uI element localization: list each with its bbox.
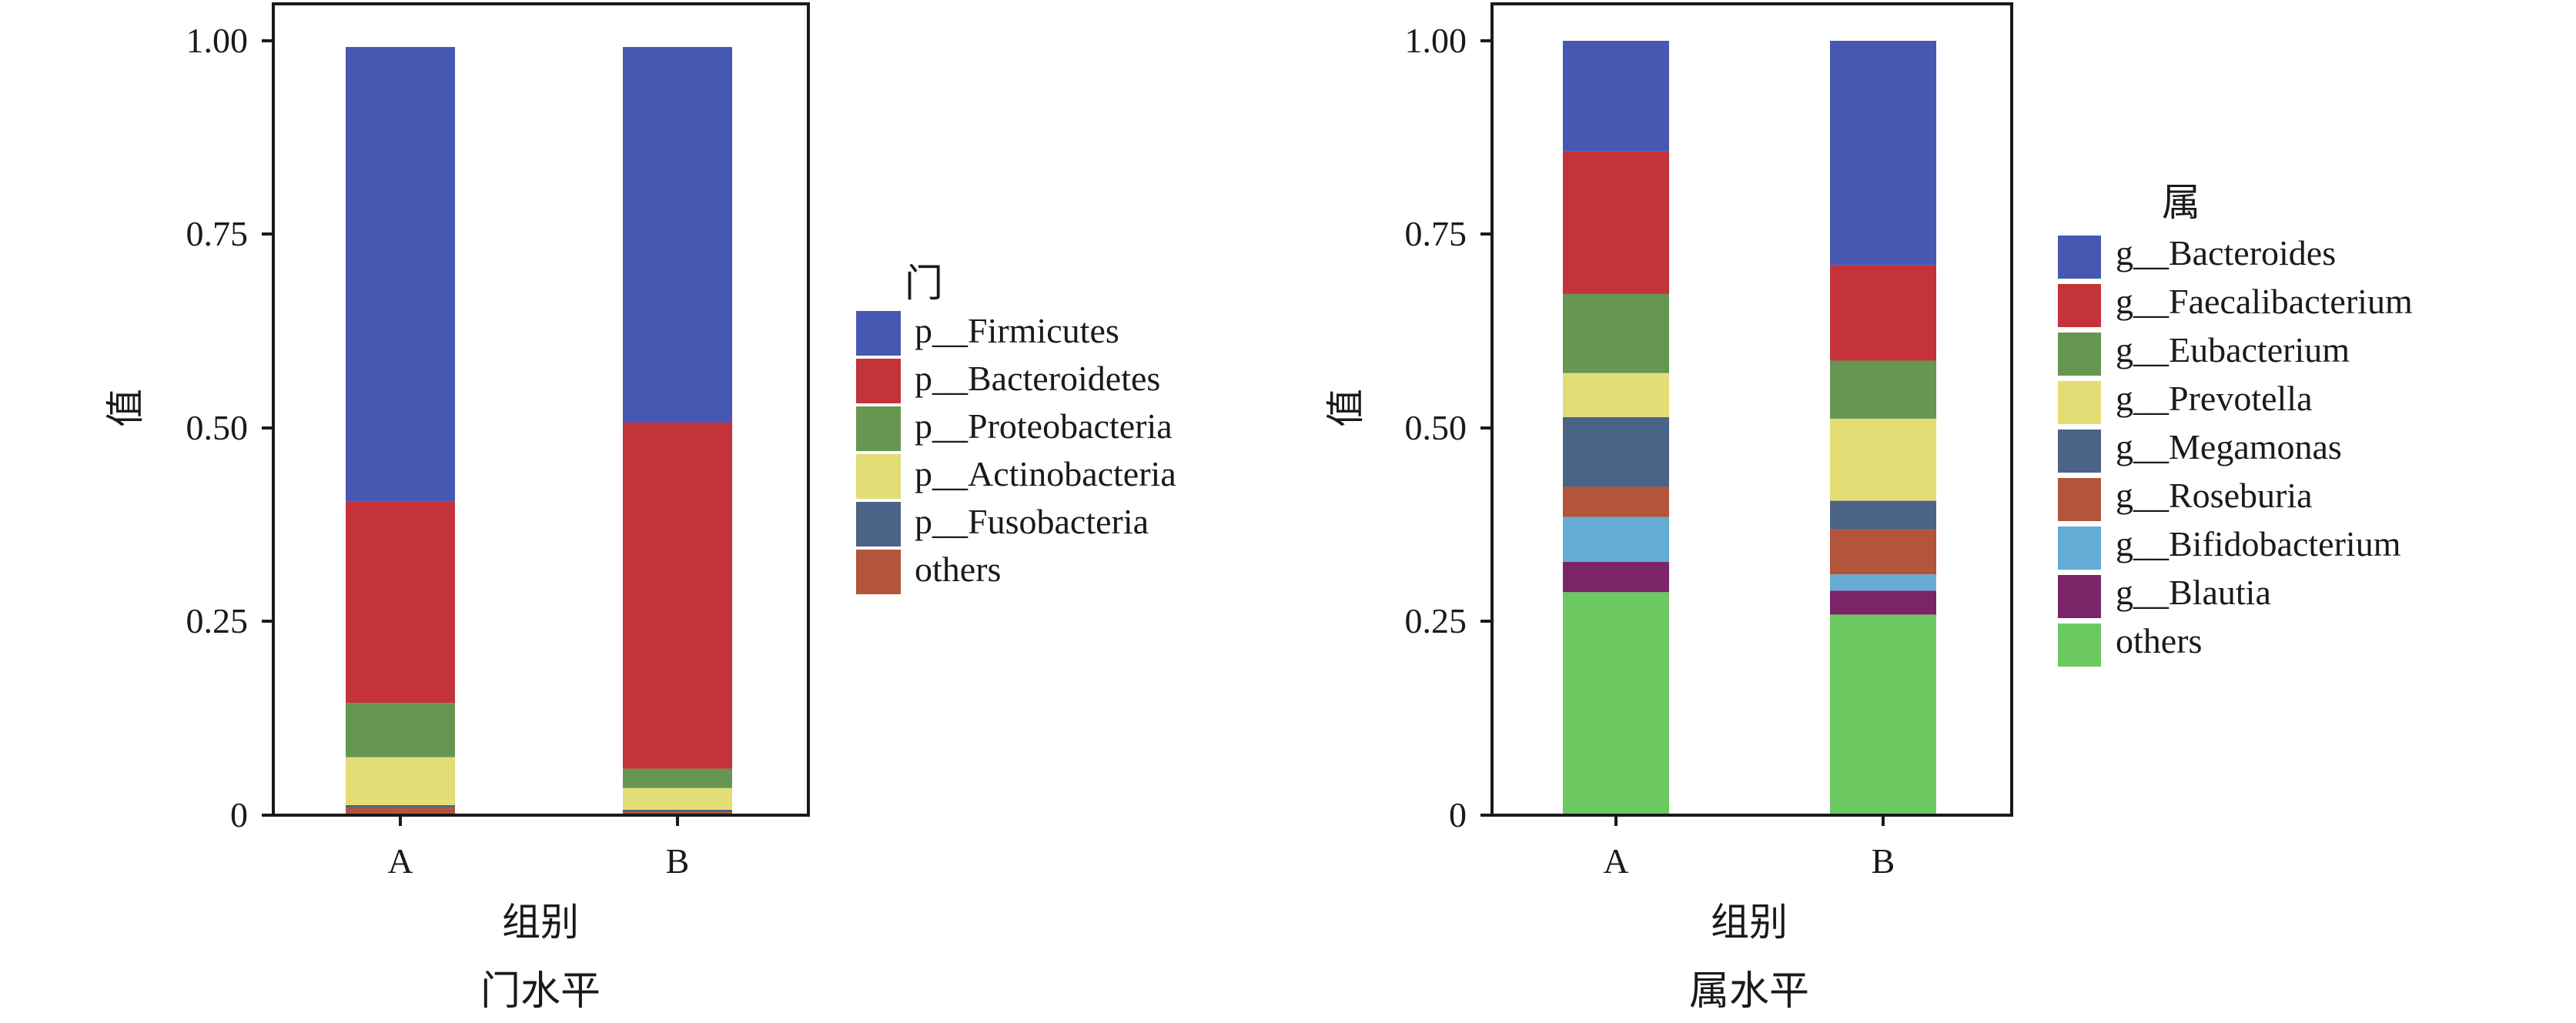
phylum-bar-b-p-actinobacteria — [623, 787, 732, 810]
phylum-bar-a-others — [346, 807, 455, 815]
phylum-y-tick-label-0: 0 — [230, 795, 248, 834]
phylum-legend-label-2: p__Proteobacteria — [915, 406, 1173, 446]
genus-legend-label-7: g__Blautia — [2116, 573, 2271, 612]
phylum-bar-b-p-firmicutes — [623, 47, 732, 423]
genus-bar-b-g-megamonas — [1830, 500, 1936, 530]
genus-legend: 属 g__Bacteroides g__Faecalibacterium g__… — [2058, 180, 2413, 667]
phylum-legend-swatch-2 — [856, 406, 901, 451]
phylum-legend-title: 门 — [905, 261, 943, 306]
genus-bar-a-g-prevotella — [1563, 373, 1669, 417]
phylum-y-tick-label-1: 0.25 — [186, 601, 249, 640]
phylum-y-tick-label-3: 0.75 — [186, 214, 249, 253]
phylum-bar-a-p-proteobacteria — [346, 703, 455, 757]
phylum-legend-swatch-5 — [856, 550, 901, 594]
genus-bar-b-g-roseburia — [1830, 529, 1936, 575]
phylum-bar-b-p-bacteroidetes — [623, 422, 732, 769]
genus-legend-swatch-3 — [2058, 381, 2101, 424]
phylum-legend-label-0: p__Firmicutes — [915, 311, 1119, 350]
phylum-y-ticks — [262, 39, 273, 817]
genus-legend-label-6: g__Bifidobacterium — [2116, 524, 2401, 563]
genus-y-tick-label-2: 0.50 — [1405, 408, 1467, 447]
genus-bar-a-g-faecalibacterium — [1563, 151, 1669, 294]
genus-bar-b-g-bifidobacterium — [1830, 574, 1936, 591]
phylum-bar-a-p-bacteroidetes — [346, 501, 455, 704]
phylum-panel: 0 0.25 0.50 0.75 1.00 A B 组别 值 门水平 门 p__… — [103, 2, 1176, 1015]
phylum-legend-label-5: others — [915, 550, 1001, 589]
phylum-legend-swatch-3 — [856, 454, 901, 499]
genus-legend-swatch-8 — [2058, 623, 2101, 667]
genus-panel: 0 0.25 0.50 0.75 1.00 A B 组别 值 属水平 属 g__… — [1323, 2, 2413, 1015]
genus-bar-b-others — [1830, 614, 1936, 815]
phylum-x-tick-label-b: B — [666, 841, 690, 881]
genus-bar-b-g-bacteroides — [1830, 41, 1936, 266]
genus-bar-b-g-eubacterium — [1830, 360, 1936, 419]
genus-legend-swatch-1 — [2058, 284, 2101, 327]
phylum-bar-a-p-firmicutes — [346, 47, 455, 502]
phylum-legend-label-1: p__Bacteroidetes — [915, 359, 1160, 398]
genus-legend-swatch-7 — [2058, 575, 2101, 618]
phylum-legend-swatch-1 — [856, 359, 901, 403]
genus-x-tick-label-a: A — [1603, 841, 1628, 881]
genus-legend-label-1: g__Faecalibacterium — [2116, 282, 2413, 321]
phylum-x-tick-label-a: A — [387, 841, 413, 881]
phylum-legend-swatch-4 — [856, 502, 901, 547]
genus-legend-swatch-4 — [2058, 430, 2101, 473]
phylum-legend: 门 p__Firmicutes p__Bacteroidetes p__Prot… — [856, 261, 1176, 594]
phylum-bar-a-p-fusobacteria — [346, 804, 455, 807]
genus-y-tick-label-3: 0.75 — [1405, 214, 1467, 253]
genus-y-tick-label-0: 0 — [1449, 795, 1467, 834]
genus-bar-a-others — [1563, 592, 1669, 815]
genus-legend-label-2: g__Eubacterium — [2116, 330, 2350, 369]
phylum-y-tick-label-2: 0.50 — [186, 408, 249, 447]
phylum-bar-b-p-proteobacteria — [623, 768, 732, 788]
genus-legend-label-5: g__Roseburia — [2116, 476, 2313, 515]
phylum-panel-caption: 门水平 — [480, 968, 601, 1015]
phylum-x-axis-title: 组别 — [502, 900, 579, 944]
genus-x-tick-label-b: B — [1872, 841, 1895, 881]
genus-y-tick-label-1: 0.25 — [1405, 601, 1467, 640]
genus-legend-items — [2058, 236, 2101, 667]
genus-plot-frame — [1490, 2, 2013, 817]
genus-legend-swatch-5 — [2058, 478, 2101, 521]
genus-bar-b-g-faecalibacterium — [1830, 265, 1936, 361]
genus-panel-caption: 属水平 — [1689, 968, 1809, 1015]
genus-bar-a-g-blautia — [1563, 562, 1669, 593]
phylum-legend-label-3: p__Actinobacteria — [915, 454, 1176, 493]
phylum-y-tick-label-4: 1.00 — [186, 21, 249, 60]
genus-legend-label-3: g__Prevotella — [2116, 379, 2313, 418]
genus-bar-a-g-bacteroides — [1563, 41, 1669, 152]
phylum-bar-a-p-actinobacteria — [346, 757, 455, 805]
phylum-y-axis-title: 值 — [103, 389, 148, 427]
genus-bar-a-g-eubacterium — [1563, 293, 1669, 373]
genus-legend-swatch-6 — [2058, 527, 2101, 570]
genus-legend-label-0: g__Bacteroides — [2116, 233, 2336, 272]
genus-bar-b-g-blautia — [1830, 590, 1936, 615]
genus-y-axis-title: 值 — [1323, 389, 1368, 427]
phylum-legend-items — [856, 311, 901, 594]
phylum-plot-frame — [272, 2, 810, 817]
genus-bars — [1563, 41, 1936, 815]
genus-bar-b-g-prevotella — [1830, 418, 1936, 501]
genus-bar-a-g-roseburia — [1563, 486, 1669, 517]
phylum-bar-b-others — [623, 811, 732, 815]
phylum-bars — [346, 47, 732, 815]
genus-legend-title: 属 — [2162, 180, 2200, 225]
genus-legend-label-4: g__Megamonas — [2116, 427, 2342, 466]
genus-y-tick-label-4: 1.00 — [1405, 21, 1467, 60]
genus-bar-a-g-bifidobacterium — [1563, 517, 1669, 563]
phylum-bar-b-p-fusobacteria — [623, 809, 732, 812]
genus-bar-a-g-megamonas — [1563, 416, 1669, 487]
genus-legend-swatch-0 — [2058, 236, 2101, 279]
genus-y-ticks — [1480, 39, 1492, 817]
genus-legend-swatch-2 — [2058, 333, 2101, 376]
phylum-legend-swatch-0 — [856, 311, 901, 356]
genus-legend-label-8: others — [2116, 621, 2202, 660]
phylum-legend-label-4: p__Fusobacteria — [915, 502, 1149, 541]
genus-x-axis-title: 组别 — [1711, 900, 1788, 944]
